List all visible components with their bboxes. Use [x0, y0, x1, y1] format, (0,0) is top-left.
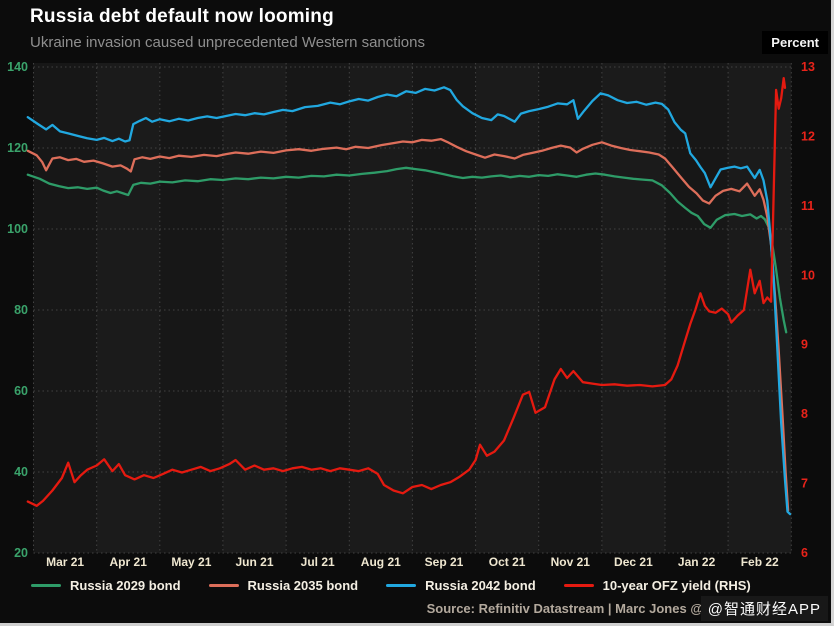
legend-swatch-blue: [386, 584, 417, 587]
x-axis-label: Jun 21: [235, 555, 273, 569]
x-axis-label: Jan 22: [678, 555, 716, 569]
month-band: [286, 63, 350, 553]
month-band: [96, 63, 160, 553]
x-axis-label: Jul 21: [301, 555, 335, 569]
source-attribution: Source: Refinitiv Datastream | Marc Jone…: [426, 601, 703, 616]
legend-swatch-green: [31, 584, 61, 587]
watermark-badge: @智通财经APP: [700, 596, 828, 621]
left-axis-tick: 120: [7, 141, 28, 155]
legend-label: Russia 2029 bond: [70, 578, 181, 593]
legend-item-russia-2029-bond: Russia 2029 bond: [31, 578, 181, 593]
series-line-russia-2029-bond: [26, 166, 788, 334]
left-axis-tick: 60: [14, 384, 28, 398]
x-axis-label: Feb 22: [741, 555, 779, 569]
right-axis-tick: 7: [801, 477, 808, 491]
x-axis-label: Oct 21: [489, 555, 526, 569]
legend-label: Russia 2035 bond: [247, 578, 359, 593]
month-band: [159, 63, 223, 553]
x-axis-label: Aug 21: [361, 555, 401, 569]
right-axis-unit-label: Percent: [762, 31, 828, 54]
left-axis-tick: 40: [14, 465, 28, 479]
legend-item-ofz-yield: 10-year OFZ yield (RHS): [563, 578, 751, 593]
legend-label: 10-year OFZ yield (RHS): [602, 578, 751, 593]
month-band: [601, 63, 666, 553]
x-axis-label: Nov 21: [551, 555, 591, 569]
month-band: [412, 63, 476, 553]
right-axis-tick: 12: [801, 129, 815, 143]
series-line-russia-2042-bond: [26, 86, 792, 516]
legend-item-russia-2042-bond: Russia 2042 bond: [386, 578, 536, 593]
chart-subtitle: Ukraine invasion caused unprecedented We…: [30, 34, 425, 51]
month-band: [538, 63, 602, 553]
series-line-10-year-ofz-yield-rhs-: [26, 76, 787, 507]
left-axis-tick: 140: [7, 60, 28, 74]
x-axis-label: Apr 21: [110, 555, 148, 569]
month-band: [222, 63, 287, 553]
right-axis-tick: 13: [801, 60, 815, 74]
right-axis-tick: 6: [801, 546, 808, 560]
chart-legend: Russia 2029 bond Russia 2035 bond Russia…: [31, 578, 751, 593]
left-axis-tick: 100: [7, 222, 28, 236]
legend-swatch-salmon: [208, 584, 239, 587]
series-line-russia-2035-bond: [26, 137, 790, 512]
x-axis-label: Mar 21: [46, 555, 84, 569]
left-axis-tick: 20: [14, 546, 28, 560]
right-axis-tick: 8: [801, 407, 808, 421]
month-band: [33, 63, 97, 553]
month-band: [475, 63, 539, 553]
x-axis-label: Dec 21: [614, 555, 653, 569]
legend-swatch-red: [563, 584, 594, 587]
x-axis-label: Sep 21: [425, 555, 464, 569]
legend-label: Russia 2042 bond: [425, 578, 536, 593]
legend-item-russia-2035-bond: Russia 2035 bond: [208, 578, 359, 593]
right-axis-tick: 11: [801, 199, 814, 213]
left-axis-tick: 80: [14, 303, 28, 317]
right-axis-tick: 9: [801, 338, 808, 352]
right-axis-tick: 10: [801, 268, 815, 282]
x-axis-label: May 21: [171, 555, 211, 569]
page-title: Russia debt default now looming: [30, 6, 334, 27]
